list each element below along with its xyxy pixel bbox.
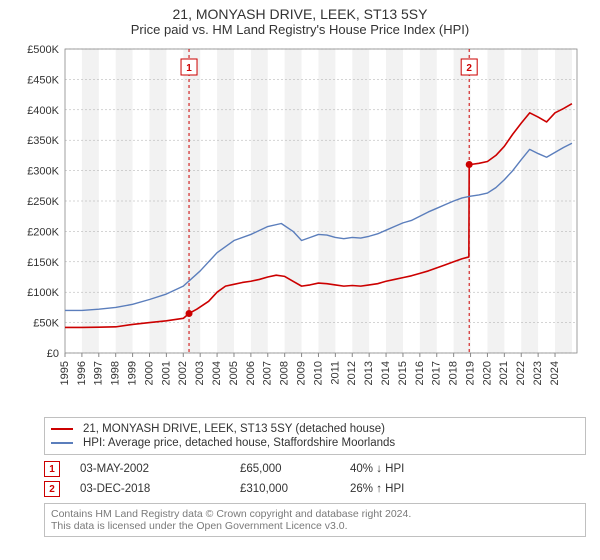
svg-text:2010: 2010 bbox=[312, 361, 324, 385]
svg-text:2021: 2021 bbox=[498, 361, 510, 385]
sales-table: 1 03-MAY-2002 £65,000 40% ↓ HPI 2 03-DEC-2018… bbox=[44, 459, 586, 499]
svg-text:£200K: £200K bbox=[27, 226, 59, 238]
svg-text:2007: 2007 bbox=[262, 361, 274, 385]
svg-text:2019: 2019 bbox=[464, 361, 476, 385]
svg-text:2023: 2023 bbox=[532, 361, 544, 385]
sale-date: 03-MAY-2002 bbox=[80, 463, 220, 475]
sale-row: 2 03-DEC-2018 £310,000 26% ↑ HPI bbox=[44, 479, 586, 499]
svg-text:£450K: £450K bbox=[27, 74, 59, 86]
svg-text:£500K: £500K bbox=[27, 44, 59, 56]
svg-text:1995: 1995 bbox=[59, 361, 71, 385]
legend-item: HPI: Average price, detached house, Staf… bbox=[51, 436, 579, 450]
sale-price: £310,000 bbox=[240, 483, 330, 495]
price-chart: £0 £50K £100K £150K £200K £250K £300K £350K £400… bbox=[15, 41, 585, 411]
svg-text:2004: 2004 bbox=[211, 361, 223, 385]
svg-text:£100K: £100K bbox=[27, 287, 59, 299]
svg-text:2000: 2000 bbox=[143, 361, 155, 385]
svg-text:£0: £0 bbox=[47, 348, 59, 360]
svg-text:2001: 2001 bbox=[160, 361, 172, 385]
svg-text:1: 1 bbox=[186, 63, 192, 74]
legend-label: HPI: Average price, detached house, Staf… bbox=[83, 437, 395, 449]
page-subtitle: Price paid vs. HM Land Registry's House … bbox=[0, 22, 600, 37]
sale-marker-icon: 1 bbox=[44, 461, 60, 477]
sale-delta: 40% ↓ HPI bbox=[350, 463, 460, 475]
sale-delta: 26% ↑ HPI bbox=[350, 483, 460, 495]
svg-text:2022: 2022 bbox=[515, 361, 527, 385]
svg-text:£50K: £50K bbox=[33, 318, 59, 330]
svg-text:2018: 2018 bbox=[448, 361, 460, 385]
legend-item: 21, MONYASH DRIVE, LEEK, ST13 5SY (detac… bbox=[51, 422, 579, 436]
svg-text:2014: 2014 bbox=[380, 361, 392, 385]
svg-text:2009: 2009 bbox=[295, 361, 307, 385]
legend-label: 21, MONYASH DRIVE, LEEK, ST13 5SY (detac… bbox=[83, 423, 385, 435]
attribution-line: This data is licensed under the Open Gov… bbox=[51, 520, 579, 532]
svg-text:£400K: £400K bbox=[27, 105, 59, 117]
attribution-line: Contains HM Land Registry data © Crown c… bbox=[51, 508, 579, 520]
svg-text:2005: 2005 bbox=[228, 361, 240, 385]
svg-text:2008: 2008 bbox=[279, 361, 291, 385]
svg-text:£150K: £150K bbox=[27, 257, 59, 269]
svg-text:£250K: £250K bbox=[27, 196, 59, 208]
attribution: Contains HM Land Registry data © Crown c… bbox=[44, 503, 586, 537]
svg-text:2006: 2006 bbox=[245, 361, 257, 385]
svg-text:2016: 2016 bbox=[414, 361, 426, 385]
sale-date: 03-DEC-2018 bbox=[80, 483, 220, 495]
svg-text:2024: 2024 bbox=[549, 361, 561, 385]
legend: 21, MONYASH DRIVE, LEEK, ST13 5SY (detac… bbox=[44, 417, 586, 455]
legend-swatch bbox=[51, 442, 73, 444]
sale-price: £65,000 bbox=[240, 463, 330, 475]
svg-text:1998: 1998 bbox=[110, 361, 122, 385]
sale-marker-icon: 2 bbox=[44, 481, 60, 497]
svg-text:2003: 2003 bbox=[194, 361, 206, 385]
svg-text:2013: 2013 bbox=[363, 361, 375, 385]
legend-swatch bbox=[51, 428, 73, 430]
svg-text:£350K: £350K bbox=[27, 135, 59, 147]
svg-text:2017: 2017 bbox=[431, 361, 443, 385]
svg-text:2012: 2012 bbox=[346, 361, 358, 385]
page-title: 21, MONYASH DRIVE, LEEK, ST13 5SY bbox=[0, 0, 600, 22]
svg-text:1996: 1996 bbox=[76, 361, 88, 385]
svg-text:2: 2 bbox=[466, 63, 472, 74]
svg-text:£300K: £300K bbox=[27, 166, 59, 178]
sale-row: 1 03-MAY-2002 £65,000 40% ↓ HPI bbox=[44, 459, 586, 479]
svg-text:2002: 2002 bbox=[177, 361, 189, 385]
svg-text:2020: 2020 bbox=[481, 361, 493, 385]
svg-text:1999: 1999 bbox=[126, 361, 138, 385]
svg-text:2015: 2015 bbox=[397, 361, 409, 385]
svg-text:1997: 1997 bbox=[93, 361, 105, 385]
svg-text:2011: 2011 bbox=[329, 361, 341, 385]
